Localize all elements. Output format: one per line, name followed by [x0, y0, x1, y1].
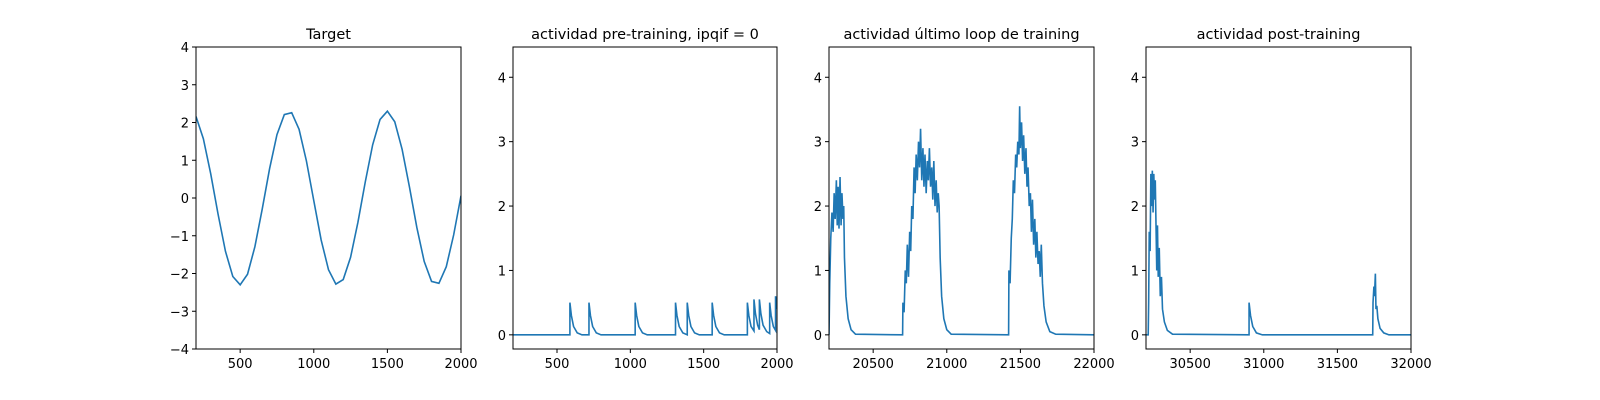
y-tick-label: 0	[181, 192, 189, 207]
axes-frame	[828, 46, 1095, 350]
subplot: Target 500 1000 1500 2000 −4 −3 −2 −1 0 1 2 3 4	[170, 27, 478, 372]
x-tick-label: 1000	[297, 357, 330, 372]
y-tick-label: 3	[181, 79, 189, 94]
y-tick-label: 2	[498, 200, 506, 215]
x-tick-label: 21500	[1000, 357, 1041, 372]
y-tick-label: 0	[814, 329, 822, 344]
y-tick-label: 3	[1131, 136, 1139, 151]
y-tick-label: 2	[181, 117, 189, 132]
axes-frame	[195, 46, 462, 350]
y-tick-label: 2	[1131, 200, 1139, 215]
y-tick-label: 3	[498, 136, 506, 151]
data-line	[196, 109, 461, 287]
y-tick-label: 1	[181, 154, 189, 169]
subplot-title: actividad post-training	[1197, 27, 1361, 43]
y-tick-label: −2	[170, 268, 189, 283]
subplot-title: Target	[305, 27, 351, 43]
x-tick-label: 20500	[852, 357, 893, 372]
subplot-title: actividad pre-training, ipqif = 0	[531, 27, 759, 43]
y-tick-label: 1	[814, 264, 822, 279]
y-tick-label: 4	[498, 71, 506, 86]
y-tick-label: 0	[498, 329, 506, 344]
y-tick-label: 1	[498, 264, 506, 279]
x-tick-label: 22000	[1073, 357, 1114, 372]
y-tick-label: 4	[181, 41, 189, 56]
x-tick-label: 500	[228, 357, 253, 372]
y-tick-label: 4	[1131, 71, 1139, 86]
data-line	[513, 296, 777, 337]
y-tick-label: 0	[1131, 329, 1139, 344]
y-tick-label: −1	[170, 230, 189, 245]
data-line	[1146, 170, 1411, 336]
x-tick-label: 2000	[444, 357, 477, 372]
x-tick-label: 30500	[1169, 357, 1210, 372]
y-tick-label: 4	[814, 71, 822, 86]
axes-frame	[1145, 46, 1412, 350]
x-tick-label: 1500	[371, 357, 404, 372]
x-tick-label: 21000	[926, 357, 967, 372]
subplot-title: actividad último loop de training	[843, 27, 1079, 43]
y-tick-label: −4	[170, 343, 189, 358]
x-tick-label: 500	[545, 357, 570, 372]
y-tick-label: 3	[814, 136, 822, 151]
x-tick-label: 1500	[687, 357, 720, 372]
x-tick-label: 31000	[1243, 357, 1284, 372]
x-tick-label: 32000	[1390, 357, 1431, 372]
y-tick-label: −3	[170, 305, 189, 320]
subplot: actividad pre-training, ipqif = 0 500 1000…	[498, 27, 794, 372]
data-line	[829, 106, 1094, 336]
y-tick-label: 2	[814, 200, 822, 215]
y-tick-label: 1	[1131, 264, 1139, 279]
x-tick-label: 1000	[614, 357, 647, 372]
axes-frame	[512, 46, 778, 350]
x-tick-label: 31500	[1317, 357, 1358, 372]
x-tick-label: 2000	[760, 357, 793, 372]
